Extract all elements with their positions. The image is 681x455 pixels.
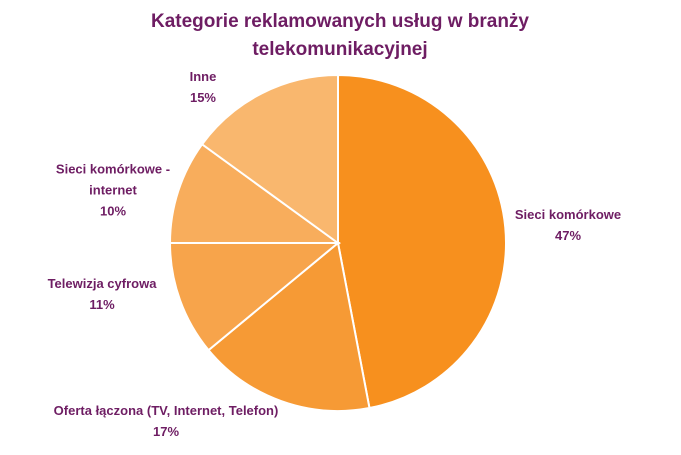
slice-label: Inne 15% (190, 66, 217, 108)
value-label: 11% (89, 297, 115, 312)
category-label: Telewizja cyfrowa (47, 276, 157, 291)
value-label: 15% (189, 90, 217, 105)
value-label: 17% (152, 424, 180, 439)
category-label: Sieci komórkowe (514, 207, 622, 222)
slice-label: Oferta łączona (TV, Internet, Telefon) 17… (54, 400, 279, 442)
chart-title: Kategorie reklamowanych usług w branży t… (151, 11, 529, 60)
pie-slice (337, 73, 507, 410)
slice-label: Telewizja cyfrowa 11% (48, 273, 157, 315)
pie-slice (168, 242, 341, 352)
slice-label: Sieci komórkowe - internet 10% (46, 159, 181, 222)
pie-slice (200, 73, 339, 245)
slice-label: Sieci komórkowe 47% (515, 204, 621, 246)
value-label: 10% (99, 203, 127, 219)
value-label: 47% (554, 228, 582, 243)
category-label: Inne (189, 69, 217, 84)
pie-slice (168, 142, 342, 244)
pie-slice (207, 241, 371, 412)
category-label: Oferta łączona (TV, Internet, Telefon) (53, 403, 279, 418)
category-label: Sieci komórkowe - internet (55, 161, 171, 198)
